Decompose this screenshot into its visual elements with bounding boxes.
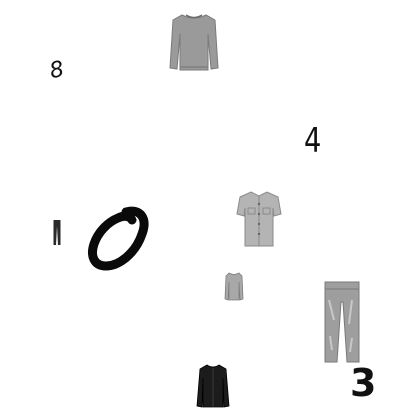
pullover-icon xyxy=(224,272,244,301)
sweater-icon xyxy=(169,14,219,71)
handwritten-digit-3: 3 xyxy=(350,361,377,405)
handwritten-digit-8: 8 xyxy=(47,56,67,85)
trousers-icon xyxy=(53,220,61,245)
shirt-icon xyxy=(236,191,282,247)
handwritten-digit-0 xyxy=(88,206,149,271)
coat-icon xyxy=(196,364,230,408)
trousers-icon xyxy=(324,281,360,363)
handwritten-digit-4: 4 xyxy=(304,121,322,161)
